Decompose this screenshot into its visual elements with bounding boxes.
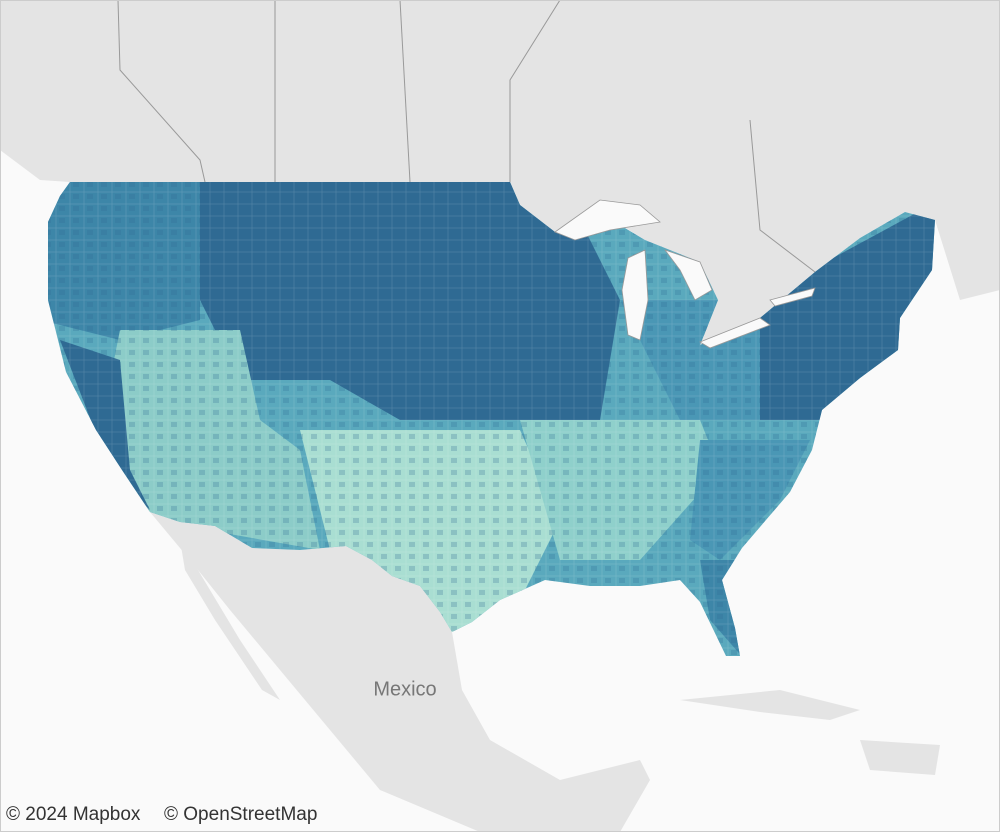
attribution[interactable]: © 2024 Mapbox	[6, 804, 141, 825]
borders	[117, 0, 816, 273]
great-lakes	[554, 199, 816, 349]
mexico	[150, 512, 650, 832]
attribution[interactable]: © OpenStreetMap	[164, 804, 317, 825]
caribbean	[680, 690, 940, 775]
place-label: Mexico	[373, 678, 436, 700]
canada	[0, 0, 1000, 345]
